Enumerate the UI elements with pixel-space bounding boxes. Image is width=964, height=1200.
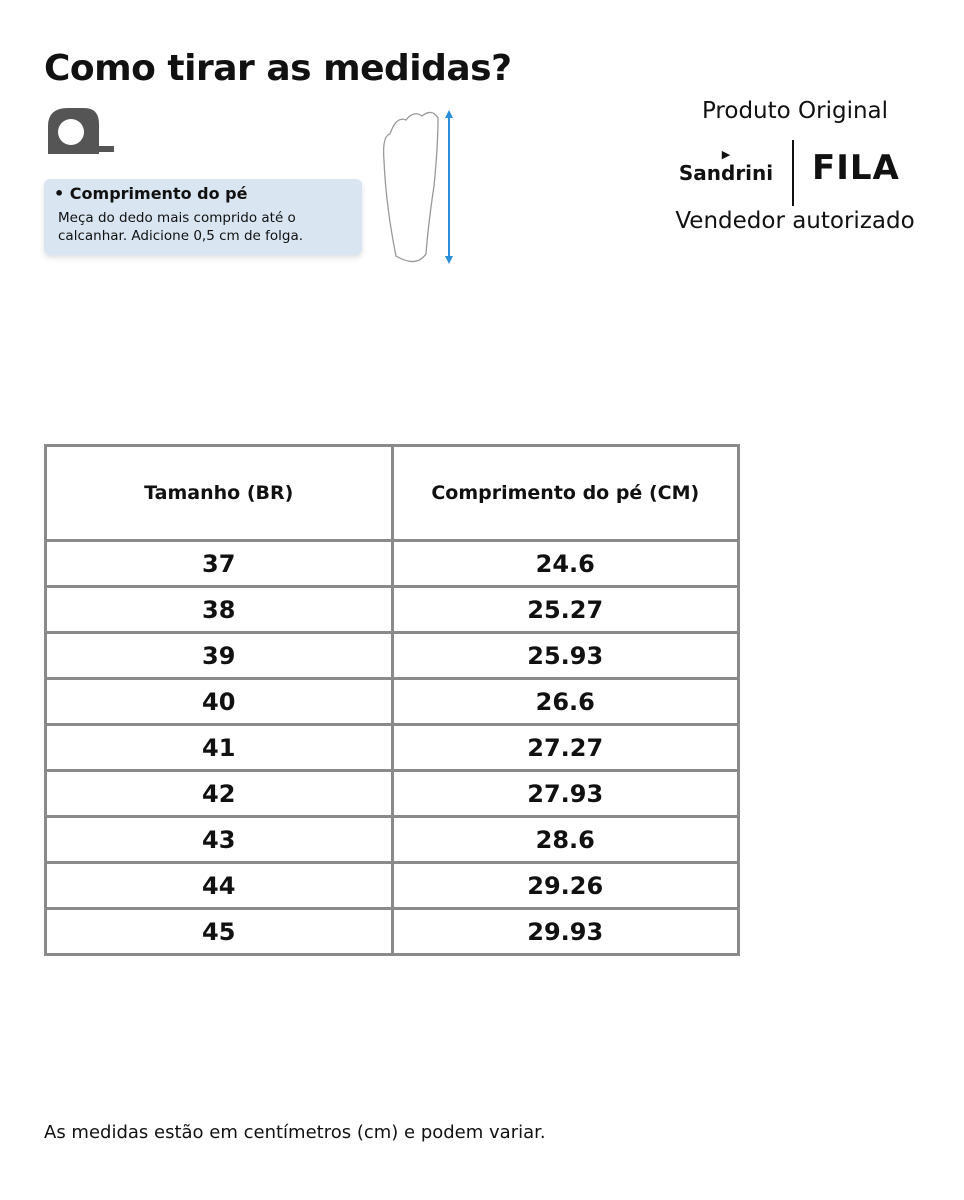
logo-divider bbox=[792, 140, 794, 206]
length-cell: 24.6 bbox=[390, 539, 740, 588]
size-cell: 37 bbox=[44, 539, 394, 588]
size-cell: 45 bbox=[44, 907, 394, 956]
size-cell: 38 bbox=[44, 585, 394, 634]
size-cell: 40 bbox=[44, 677, 394, 726]
foot-length-card: • Comprimento do pé Meça do dedo mais co… bbox=[44, 179, 362, 255]
length-cell: 27.93 bbox=[390, 769, 740, 818]
length-cell: 29.26 bbox=[390, 861, 740, 910]
table-row: 43 28.6 bbox=[44, 815, 740, 864]
page-title: Como tirar as medidas? bbox=[44, 48, 512, 89]
size-cell: 44 bbox=[44, 861, 394, 910]
length-cell: 25.27 bbox=[390, 585, 740, 634]
foot-diagram-icon bbox=[382, 110, 453, 264]
header-length: Comprimento do pé (CM) bbox=[390, 444, 740, 542]
table-row: 38 25.27 bbox=[44, 585, 740, 634]
table-row: 42 27.93 bbox=[44, 769, 740, 818]
length-cell: 27.27 bbox=[390, 723, 740, 772]
tape-measure-icon bbox=[48, 108, 114, 154]
size-cell: 41 bbox=[44, 723, 394, 772]
size-cell: 42 bbox=[44, 769, 394, 818]
table-row: 37 24.6 bbox=[44, 539, 740, 588]
length-cell: 25.93 bbox=[390, 631, 740, 680]
size-cell: 43 bbox=[44, 815, 394, 864]
card-text: Meça do dedo mais comprido até o calcanh… bbox=[58, 210, 304, 244]
length-cell: 28.6 bbox=[390, 815, 740, 864]
card-heading: • Comprimento do pé bbox=[54, 184, 248, 203]
table-row: 41 27.27 bbox=[44, 723, 740, 772]
table-row: 40 26.6 bbox=[44, 677, 740, 726]
table-row: 45 29.93 bbox=[44, 907, 740, 956]
length-cell: 29.93 bbox=[390, 907, 740, 956]
original-product-label: Produto Original bbox=[701, 98, 889, 124]
fila-logo: FILA bbox=[812, 148, 900, 188]
header-size: Tamanho (BR) bbox=[44, 444, 394, 542]
table-row: 44 29.26 bbox=[44, 861, 740, 910]
length-cell: 26.6 bbox=[390, 677, 740, 726]
table-row: 39 25.93 bbox=[44, 631, 740, 680]
size-cell: 39 bbox=[44, 631, 394, 680]
sandrini-logo: ▶ Sandrini bbox=[678, 148, 774, 185]
footer-note: As medidas estão em centímetros (cm) e p… bbox=[44, 1122, 546, 1143]
size-table: Tamanho (BR) Comprimento do pé (CM) 37 24… bbox=[44, 444, 740, 956]
authorized-seller-label: Vendedor autorizado bbox=[675, 208, 915, 234]
